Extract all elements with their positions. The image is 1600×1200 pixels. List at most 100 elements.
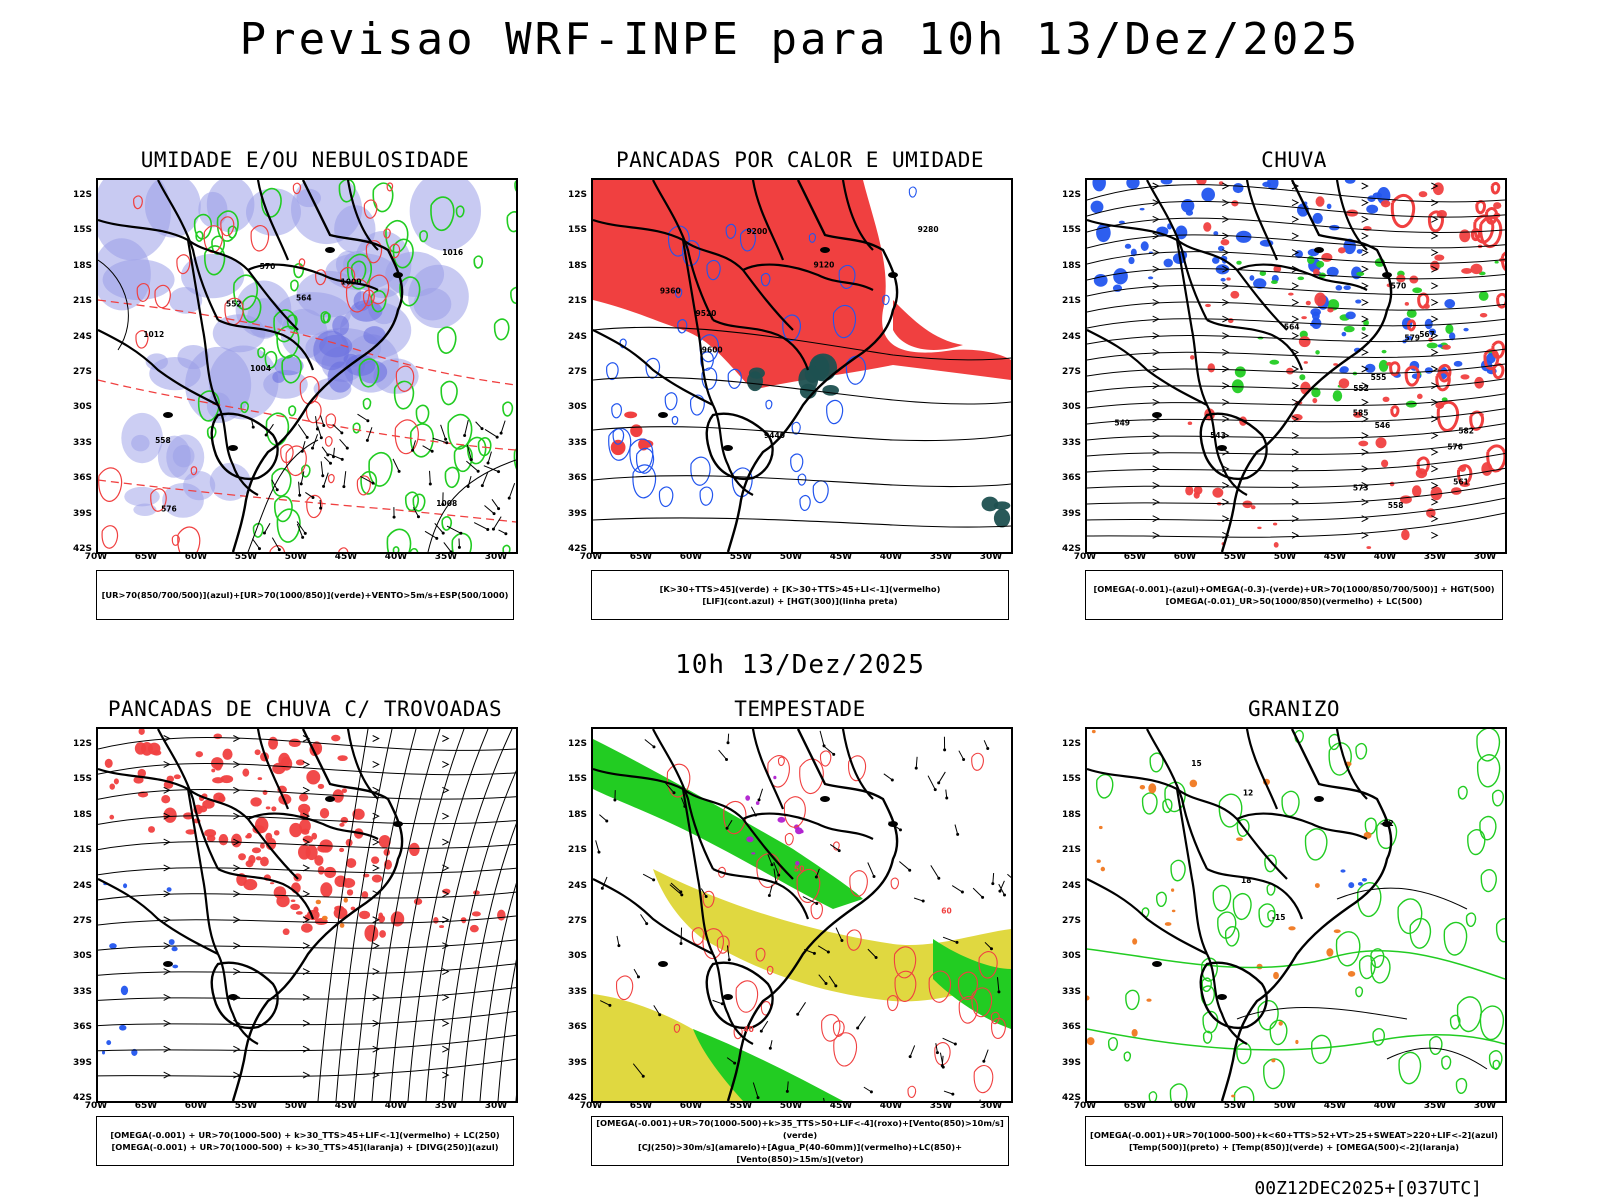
latitude-label: 42S xyxy=(72,1093,92,1103)
contour-label: 9600 xyxy=(702,346,723,355)
legend-line: [OMEGA(-0.001)+UR>70(1000-500)+k>35_TTS>… xyxy=(596,1118,1004,1140)
geography-layer xyxy=(593,180,899,552)
latitude-label: 18S xyxy=(567,809,587,820)
latitude-label: 21S xyxy=(1061,845,1081,856)
longitude-label: 70W xyxy=(1073,552,1097,562)
contour-label: 1016 xyxy=(442,248,463,257)
contour-label: 558 xyxy=(155,436,171,445)
contour-label: -12 xyxy=(1380,819,1394,828)
longitude-label: 55W xyxy=(1223,552,1247,562)
contour-label: 15 xyxy=(1191,759,1201,768)
latitude-label: 39S xyxy=(1061,1057,1081,1068)
latitude-label: 27S xyxy=(1061,367,1081,377)
contour-label: 552 xyxy=(1353,384,1369,393)
longitude-label: 55W xyxy=(729,1101,753,1111)
latitude-label: 36S xyxy=(567,473,587,484)
latitude-label: 27S xyxy=(1061,916,1081,926)
latitude-label: 42S xyxy=(72,544,92,554)
longitude-label: 45W xyxy=(1323,1101,1347,1111)
legend-tempestade: [OMEGA(-0.001)+UR>70(1000-500)+k>35_TTS>… xyxy=(591,1116,1009,1166)
contour-label: 585 xyxy=(1353,408,1369,417)
longitude-label: 35W xyxy=(1423,1101,1447,1111)
longitude-label: 55W xyxy=(234,552,258,562)
contour-label: 552 xyxy=(226,300,242,309)
latitude-label: 30S xyxy=(72,402,92,413)
latitude-label: 12S xyxy=(567,739,587,749)
longitude-label: 30W xyxy=(979,1101,1003,1111)
latitude-label: 27S xyxy=(72,367,92,377)
geography-layer xyxy=(98,729,404,1101)
latitude-label: 33S xyxy=(72,437,92,448)
latitude-label: 21S xyxy=(72,845,92,856)
longitude-label: 60W xyxy=(184,1101,208,1111)
longitude-label: 60W xyxy=(679,552,703,562)
longitude-label: 40W xyxy=(1373,552,1397,562)
geography-layer xyxy=(98,180,404,552)
panel-title-pancadas-trovoadas: PANCADAS DE CHUVA C/ TROVOADAS xyxy=(107,697,503,721)
contour-label: 558 xyxy=(1388,501,1404,510)
contour-label: 50 xyxy=(794,865,804,874)
latitude-label: 27S xyxy=(567,916,587,926)
latitude-label: 15S xyxy=(72,774,92,785)
panel-title-chuva: CHUVA xyxy=(1261,148,1327,172)
longitude-label: 35W xyxy=(434,1101,458,1111)
longitude-label: 40W xyxy=(879,552,903,562)
contour-label: 1000 xyxy=(341,277,362,286)
longitude-label: 35W xyxy=(434,552,458,562)
contour-label: 576 xyxy=(161,504,177,513)
contour-label: 564 xyxy=(296,293,312,302)
latitude-label: 15S xyxy=(1061,225,1081,236)
panel-title-tempestade: TEMPESTADE xyxy=(734,697,866,721)
contour-label: 1012 xyxy=(143,330,164,339)
longitude-label: 50W xyxy=(779,1101,803,1111)
latitude-label: 18S xyxy=(72,260,92,271)
contour-label: 567 xyxy=(1419,330,1435,339)
contour-label: 9200 xyxy=(746,227,767,236)
map-panel-umidade: 1008 1012 1016 1004 1000 576 570 564 558 552 xyxy=(96,178,518,554)
legend-line: [LIF](cont.azul) + [HGT(300)](linha pret… xyxy=(702,596,898,606)
latitude-label: 39S xyxy=(72,1057,92,1068)
legend-chuva: [OMEGA(-0.001)-(azul)+OMEGA(-0.3)-(verde… xyxy=(1085,570,1503,620)
longitude-label: 60W xyxy=(679,1101,703,1111)
contour-label: 543 xyxy=(1210,431,1226,440)
latitude-label: 36S xyxy=(72,473,92,484)
legend-line: [OMEGA(-0.001) + UR>70(1000-500) + k>30_… xyxy=(111,1142,499,1152)
longitude-label: 70W xyxy=(1073,1101,1097,1111)
longitude-label: 45W xyxy=(829,1101,853,1111)
latitude-label: 12S xyxy=(567,190,587,200)
map-panel-pancadas-trovoadas xyxy=(96,727,518,1103)
latitude-label: 42S xyxy=(567,544,587,554)
latitude-label: 33S xyxy=(72,986,92,997)
latitude-label: 33S xyxy=(1061,437,1081,448)
longitude-label: 70W xyxy=(579,552,603,562)
contour-label: 9280 xyxy=(918,225,939,234)
contour-label: 1004 xyxy=(250,364,271,373)
latitude-label: 42S xyxy=(1061,544,1081,554)
latitude-label: 30S xyxy=(567,951,587,962)
latitude-label: 36S xyxy=(567,1022,587,1033)
contour-label: 570 xyxy=(260,262,276,271)
longitude-label: 65W xyxy=(134,552,158,562)
longitude-label: 70W xyxy=(579,1101,603,1111)
latitude-label: 18S xyxy=(1061,809,1081,820)
latitude-label: 21S xyxy=(567,845,587,856)
longitude-label: 65W xyxy=(629,552,653,562)
longitude-label: 40W xyxy=(384,1101,408,1111)
latitude-label: 12S xyxy=(1061,739,1081,749)
map-panel-tempestade: 40 50 60 xyxy=(591,727,1013,1103)
contour-label: 561 xyxy=(1453,478,1469,487)
longitude-label: 30W xyxy=(1473,1101,1497,1111)
longitude-label: 45W xyxy=(334,1101,358,1111)
longitude-label: 50W xyxy=(779,552,803,562)
longitude-label: 40W xyxy=(879,1101,903,1111)
latitude-label: 12S xyxy=(72,190,92,200)
run-id-footer: 00Z12DEC2025+[037UTC] xyxy=(1254,1178,1482,1199)
contour-label: 18 xyxy=(1241,876,1251,885)
map-canvas: 1008 1012 1016 1004 1000 576 570 564 558 552 xyxy=(98,180,516,552)
panel-title-umidade: UMIDADE E/OU NEBULOSIDADE xyxy=(140,148,470,172)
legend-pancadas-trovoadas: [OMEGA(-0.001) + UR>70(1000-500) + k>30_… xyxy=(96,1116,514,1166)
longitude-label: 70W xyxy=(84,552,108,562)
contour-label: 60 xyxy=(941,907,951,916)
latitude-label: 18S xyxy=(72,809,92,820)
longitude-label: 50W xyxy=(1273,552,1297,562)
